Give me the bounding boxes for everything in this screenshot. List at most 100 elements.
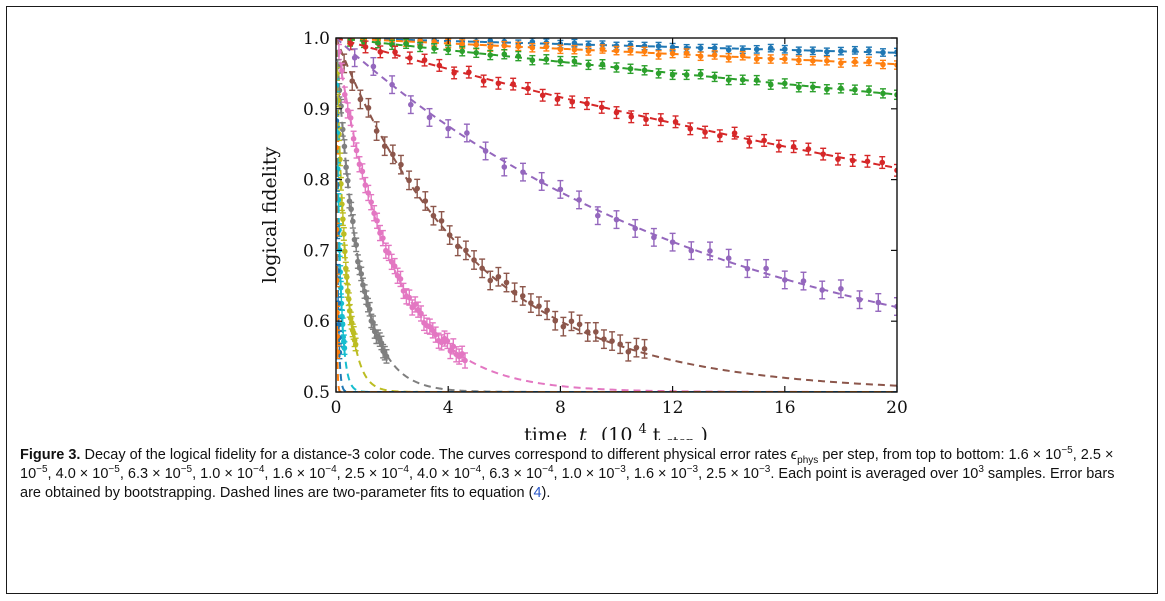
data-point bbox=[687, 126, 694, 132]
data-point bbox=[683, 50, 690, 56]
data-point bbox=[451, 70, 457, 76]
data-point bbox=[711, 45, 718, 51]
data-point bbox=[824, 86, 830, 93]
data-point bbox=[866, 48, 872, 54]
data-point bbox=[392, 49, 398, 55]
data-point bbox=[669, 50, 676, 57]
data-point bbox=[403, 40, 409, 47]
data-point bbox=[368, 199, 374, 205]
data-point bbox=[601, 336, 607, 342]
caption-rate: 1.0 × 10−4 bbox=[200, 464, 265, 482]
data-point bbox=[447, 348, 454, 354]
data-point bbox=[744, 265, 751, 272]
data-point bbox=[683, 72, 690, 78]
series-1.6e-4 bbox=[336, 38, 897, 387]
data-point bbox=[350, 135, 357, 142]
data-point bbox=[336, 333, 340, 340]
ticks-layer: 0 4 8 12 16 20 0.5 0.6 0.7 0.8 0.9 1.0 bbox=[303, 29, 908, 418]
data-point bbox=[343, 164, 349, 171]
y-tick-label: 0.6 bbox=[303, 312, 330, 332]
data-point bbox=[353, 147, 360, 154]
data-point bbox=[725, 77, 732, 83]
data-point bbox=[463, 247, 469, 254]
data-point bbox=[632, 225, 638, 232]
data-point bbox=[767, 45, 774, 51]
data-point bbox=[852, 47, 858, 54]
data-point bbox=[407, 55, 413, 61]
data-point bbox=[880, 90, 886, 97]
data-point bbox=[731, 130, 738, 136]
data-point bbox=[725, 47, 732, 53]
data-point bbox=[341, 91, 348, 98]
data-point bbox=[688, 247, 695, 254]
data-point bbox=[350, 218, 356, 225]
data-point bbox=[711, 52, 718, 58]
data-point bbox=[351, 54, 358, 61]
axes-layer bbox=[335, 37, 898, 393]
data-point bbox=[383, 353, 390, 360]
data-point bbox=[810, 48, 816, 54]
x-tick-label: 4 bbox=[443, 398, 454, 418]
data-point bbox=[377, 49, 384, 55]
data-point bbox=[796, 57, 802, 64]
data-point bbox=[641, 48, 648, 55]
data-point bbox=[466, 69, 472, 75]
data-point bbox=[487, 52, 494, 58]
data-point bbox=[800, 278, 807, 284]
data-point bbox=[445, 47, 452, 53]
data-point bbox=[464, 130, 470, 136]
equation-link[interactable]: 4 bbox=[533, 485, 542, 501]
caption-eps: ϵphys bbox=[790, 447, 819, 466]
data-point bbox=[359, 168, 366, 175]
data-point bbox=[438, 339, 445, 346]
data-point bbox=[412, 301, 418, 308]
data-point bbox=[717, 132, 723, 139]
data-point bbox=[702, 129, 708, 135]
data-point bbox=[864, 158, 871, 165]
data-point bbox=[408, 101, 414, 108]
figure-frame bbox=[6, 6, 1158, 594]
data-point bbox=[810, 84, 816, 90]
data-point bbox=[697, 53, 704, 60]
data-point bbox=[782, 277, 788, 283]
data-point bbox=[417, 44, 423, 50]
data-point bbox=[426, 114, 433, 121]
data-point bbox=[767, 56, 774, 62]
data-point bbox=[501, 51, 508, 58]
data-point bbox=[436, 62, 443, 69]
data-point bbox=[599, 46, 606, 52]
data-point bbox=[381, 143, 388, 149]
data-point bbox=[852, 59, 858, 65]
data-point bbox=[340, 216, 346, 222]
data-point bbox=[343, 265, 349, 272]
data-point bbox=[471, 257, 477, 263]
caption-rate: 1.6 × 10−4 bbox=[272, 464, 337, 482]
data-point bbox=[655, 43, 662, 49]
data-point bbox=[796, 84, 802, 91]
series-6.3e-5 bbox=[336, 38, 897, 177]
data-point bbox=[487, 277, 494, 284]
caption-text-3: . Each point is averaged over bbox=[770, 466, 963, 482]
x-label-unit: t bbox=[653, 424, 661, 440]
data-point bbox=[552, 317, 559, 324]
data-point bbox=[422, 198, 429, 204]
data-point bbox=[349, 78, 356, 84]
data-point bbox=[641, 346, 648, 352]
data-point bbox=[482, 148, 489, 154]
data-point bbox=[473, 49, 480, 56]
x-label-main: time bbox=[524, 424, 567, 440]
data-point bbox=[880, 49, 886, 56]
data-point bbox=[503, 279, 510, 286]
data-point bbox=[599, 61, 606, 68]
data-point bbox=[520, 169, 526, 175]
series-6.3e-4 bbox=[336, 38, 897, 392]
data-point bbox=[584, 100, 590, 107]
caption-text-2: per step, from top to bottom: bbox=[818, 447, 1009, 463]
data-point bbox=[459, 48, 466, 55]
data-point bbox=[655, 52, 662, 58]
data-point bbox=[641, 67, 648, 74]
data-point bbox=[543, 44, 550, 50]
data-point bbox=[866, 87, 872, 94]
plot-frame bbox=[335, 37, 898, 393]
data-point bbox=[625, 348, 632, 355]
